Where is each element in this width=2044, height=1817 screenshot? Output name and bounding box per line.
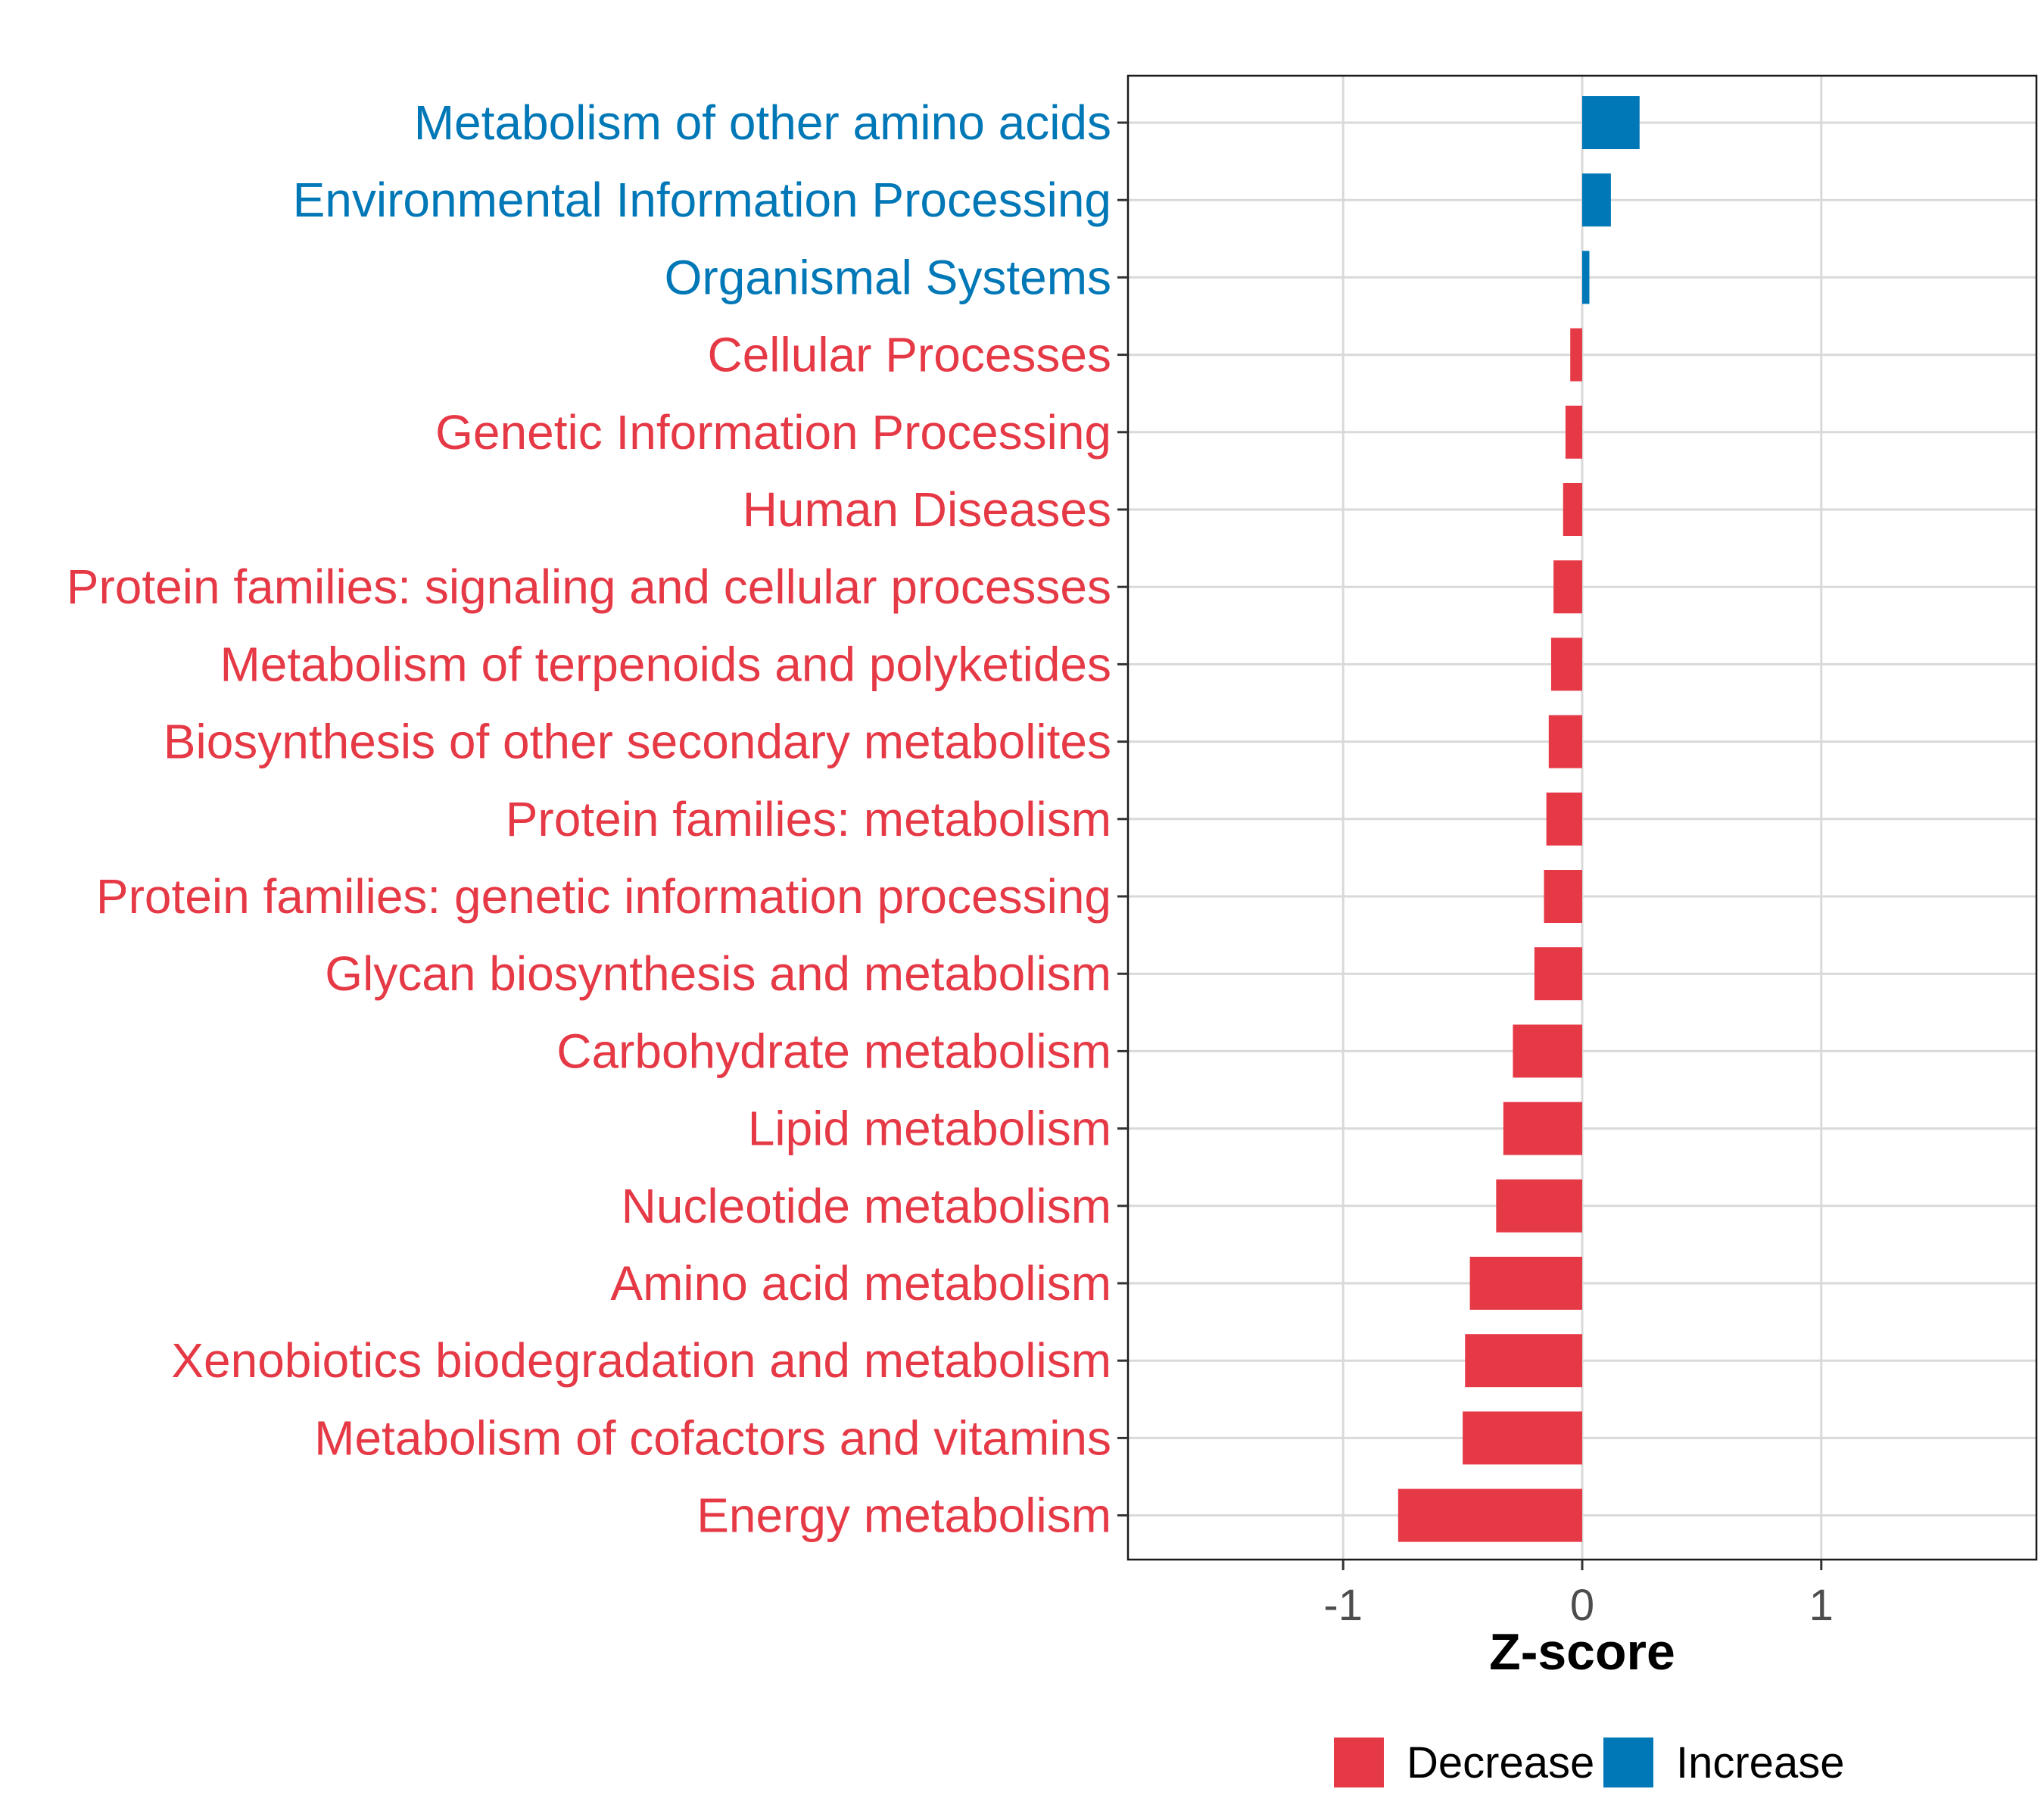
bar-decrease: [1397, 1488, 1582, 1542]
category-label: Biosynthesis of other secondary metaboli…: [164, 715, 1111, 769]
category-label: Metabolism of other amino acids: [414, 95, 1111, 150]
category-label: Genetic Information Processing: [435, 405, 1111, 460]
legend-label-decrease: Decrease: [1407, 1738, 1594, 1787]
category-label: Energy metabolism: [696, 1488, 1111, 1543]
category-label: Environmental Information Processing: [293, 173, 1111, 227]
bars: [1397, 96, 1640, 1542]
bar-decrease: [1570, 328, 1582, 382]
category-label: Organismal Systems: [665, 250, 1111, 304]
category-label: Lipid metabolism: [748, 1102, 1111, 1156]
bar-decrease: [1548, 715, 1582, 768]
category-label: Metabolism of terpenoids and polyketides: [220, 637, 1111, 691]
bar-decrease: [1469, 1257, 1582, 1310]
category-label: Human Diseases: [743, 482, 1111, 537]
x-tick-label: 0: [1570, 1581, 1594, 1630]
category-label: Glycan biosynthesis and metabolism: [325, 946, 1111, 1001]
category-label: Amino acid metabolism: [610, 1256, 1111, 1311]
y-axis-labels: Metabolism of other amino acids Environme…: [67, 95, 1111, 1543]
bar-decrease: [1546, 792, 1582, 846]
category-label: Carbohydrate metabolism: [556, 1024, 1111, 1078]
bar-decrease: [1550, 637, 1582, 691]
x-axis-tick-labels: -1 0 1: [1323, 1581, 1834, 1630]
category-label: Cellular Processes: [707, 328, 1111, 382]
bar-decrease: [1553, 560, 1582, 614]
x-axis-ticks: [1341, 1560, 1823, 1570]
bar-decrease: [1503, 1102, 1582, 1155]
category-label: Metabolism of cofactors and vitamins: [314, 1410, 1111, 1465]
bar-decrease: [1565, 405, 1582, 459]
bar-decrease: [1463, 1411, 1582, 1465]
x-tick-label: 1: [1809, 1581, 1834, 1630]
legend-label-increase: Increase: [1676, 1738, 1844, 1787]
bar-decrease: [1534, 947, 1582, 1001]
legend-swatch-decrease: [1334, 1738, 1384, 1787]
x-tick-label: -1: [1323, 1581, 1363, 1630]
y-axis-ticks: [1117, 121, 1128, 1517]
legend: Decrease Increase: [1334, 1738, 1844, 1787]
legend-swatch-increase: [1603, 1738, 1653, 1787]
bar-increase: [1582, 251, 1590, 304]
bar-increase: [1582, 96, 1640, 149]
bar-decrease: [1465, 1334, 1582, 1388]
bar-decrease: [1513, 1024, 1582, 1078]
category-label: Protein families: signaling and cellular…: [67, 559, 1111, 614]
bar-decrease: [1544, 870, 1582, 923]
category-label: Xenobiotics biodegradation and metabolis…: [171, 1333, 1111, 1388]
bar-decrease: [1496, 1179, 1582, 1233]
bar-increase: [1582, 173, 1611, 227]
category-label: Protein families: metabolism: [506, 792, 1111, 846]
x-axis-title: Z-score: [1489, 1623, 1675, 1681]
bar-decrease: [1563, 483, 1582, 536]
category-label: Protein families: genetic information pr…: [96, 869, 1111, 924]
category-label: Nucleotide metabolism: [622, 1179, 1111, 1233]
